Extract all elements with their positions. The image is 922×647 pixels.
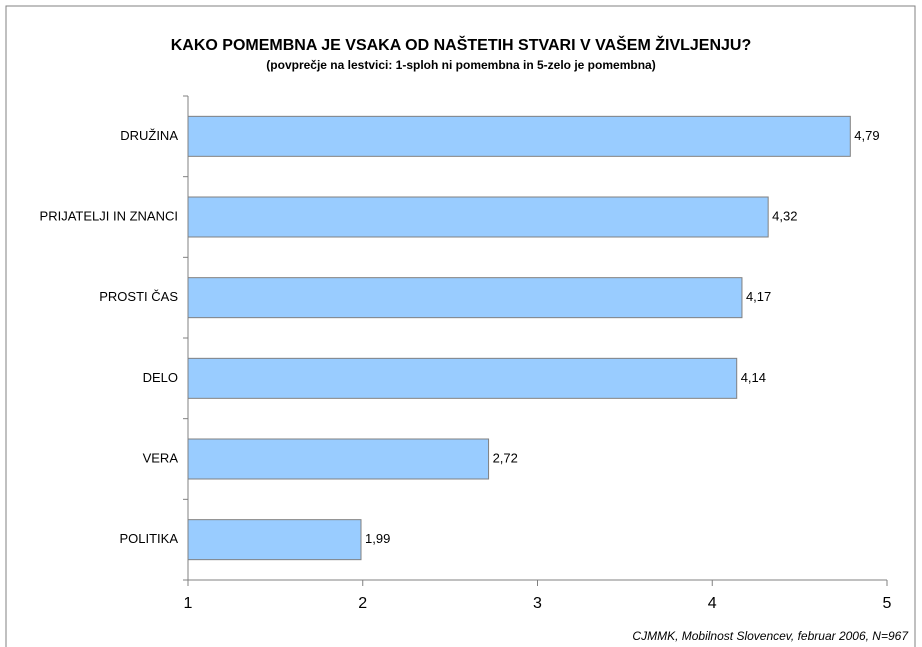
chart-title: KAKO POMEMBNA JE VSAKA OD NAŠTETIH STVAR…	[171, 35, 752, 54]
chart-frame	[5, 5, 916, 647]
value-label: 4,17	[746, 289, 771, 304]
bar	[187, 277, 743, 319]
x-tick-label: 1	[184, 595, 193, 612]
source-note: CJMMK, Mobilnost Slovencev, februar 2006…	[632, 629, 909, 643]
value-label: 4,14	[741, 370, 766, 385]
value-label: 4,32	[772, 208, 797, 223]
bar	[187, 196, 769, 238]
bar	[187, 438, 490, 480]
x-tick-label: 5	[883, 595, 892, 612]
x-tick-label: 4	[708, 595, 717, 612]
y-tick-label: PROSTI ČAS	[99, 289, 178, 304]
bar	[187, 115, 851, 157]
y-tick-label: DELO	[143, 370, 178, 385]
chart-subtitle: (povprečje na lestvici: 1-sploh ni pomem…	[266, 58, 655, 72]
bar	[187, 357, 738, 399]
y-tick-label: POLITIKA	[119, 531, 178, 546]
value-label: 2,72	[493, 450, 518, 465]
bar	[187, 519, 362, 561]
x-tick-label: 3	[533, 595, 542, 612]
value-label: 1,99	[365, 531, 390, 546]
y-tick-label: PRIJATELJI IN ZNANCI	[40, 208, 178, 223]
y-tick-label: VERA	[143, 450, 179, 465]
value-label: 4,79	[854, 128, 879, 143]
y-tick-label: DRUŽINA	[120, 128, 178, 143]
x-tick-label: 2	[358, 595, 367, 612]
